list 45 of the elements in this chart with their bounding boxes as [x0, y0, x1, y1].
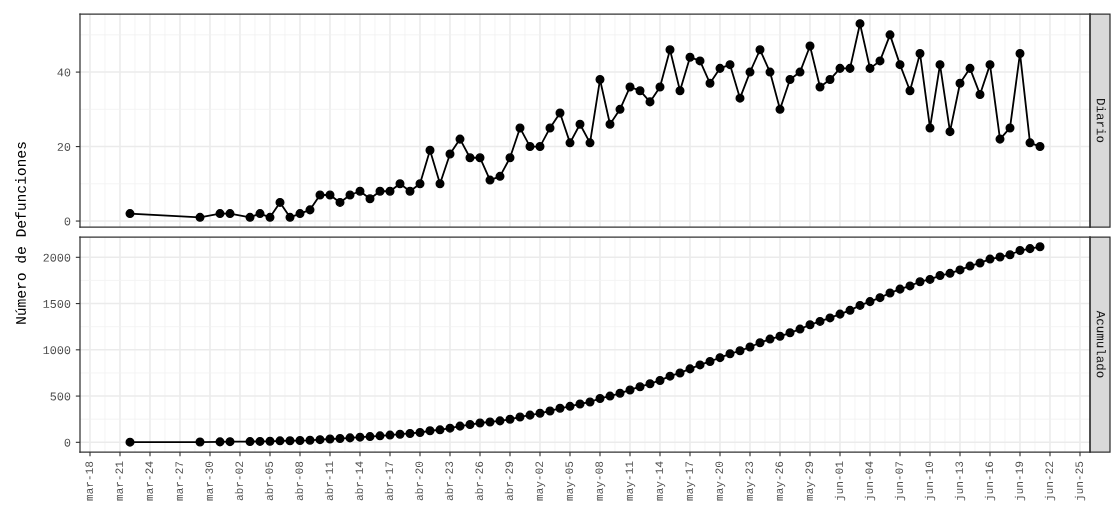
y-axis-title: Número de Defunciones	[15, 142, 26, 324]
x-tick-label: may-11	[625, 461, 636, 501]
y-tick-label: 0	[64, 217, 71, 226]
x-tick-label: jun-01	[834, 461, 846, 501]
text: Diario	[1096, 98, 1106, 143]
y-tick-label: 1000	[43, 346, 71, 355]
x-tick-label: may-08	[595, 461, 606, 501]
y-tick-label: 2000	[43, 253, 71, 262]
x-tick-label: abr-29	[504, 461, 513, 501]
x-tick-label: jun-04	[864, 461, 876, 501]
x-tick-label: may-29	[805, 461, 816, 501]
x-tick-label: jun-22	[1044, 461, 1056, 501]
text: Acumulado	[1096, 310, 1106, 378]
y-tick-label: 1500	[43, 299, 71, 308]
x-tick-label: may-17	[685, 461, 696, 501]
x-tick-label: mar-24	[145, 461, 153, 501]
y-tick-label: 0	[64, 438, 71, 447]
x-tick-label: jun-19	[1014, 461, 1026, 501]
x-tick-label: mar-30	[205, 461, 213, 501]
x-tick-label: abr-08	[294, 461, 303, 501]
x-tick-label: jun-10	[924, 461, 936, 501]
x-tick-label: abr-14	[354, 461, 363, 501]
x-tick-label: abr-17	[384, 461, 393, 501]
x-tick-label: abr-05	[264, 461, 273, 501]
x-tick-label: may-23	[745, 461, 756, 501]
y-tick-label: 20	[57, 142, 71, 151]
y-tick-label: 40	[57, 68, 71, 77]
x-tick-label: may-05	[565, 461, 576, 501]
x-tick-label: may-26	[775, 461, 786, 501]
x-tick-label: may-14	[655, 461, 666, 501]
x-tick-label: may-02	[535, 461, 546, 501]
x-tick-label: jun-13	[954, 461, 966, 501]
x-tick-label: abr-20	[414, 461, 423, 501]
x-tick-label: mar-21	[115, 461, 123, 501]
x-tick-label: mar-18	[85, 461, 93, 501]
x-tick-label: abr-23	[444, 461, 453, 501]
x-tick-label: may-20	[715, 461, 726, 501]
y-tick-label: 500	[50, 392, 71, 401]
x-tick-label: abr-11	[324, 461, 333, 501]
x-tick-label: mar-27	[175, 461, 183, 501]
x-tick-label: abr-26	[474, 461, 483, 501]
x-tick-label: jun-16	[984, 461, 996, 501]
x-tick-label: jun-25	[1074, 461, 1086, 501]
x-tick-label: jun-07	[894, 461, 906, 501]
x-tick-label: abr-02	[234, 461, 243, 501]
